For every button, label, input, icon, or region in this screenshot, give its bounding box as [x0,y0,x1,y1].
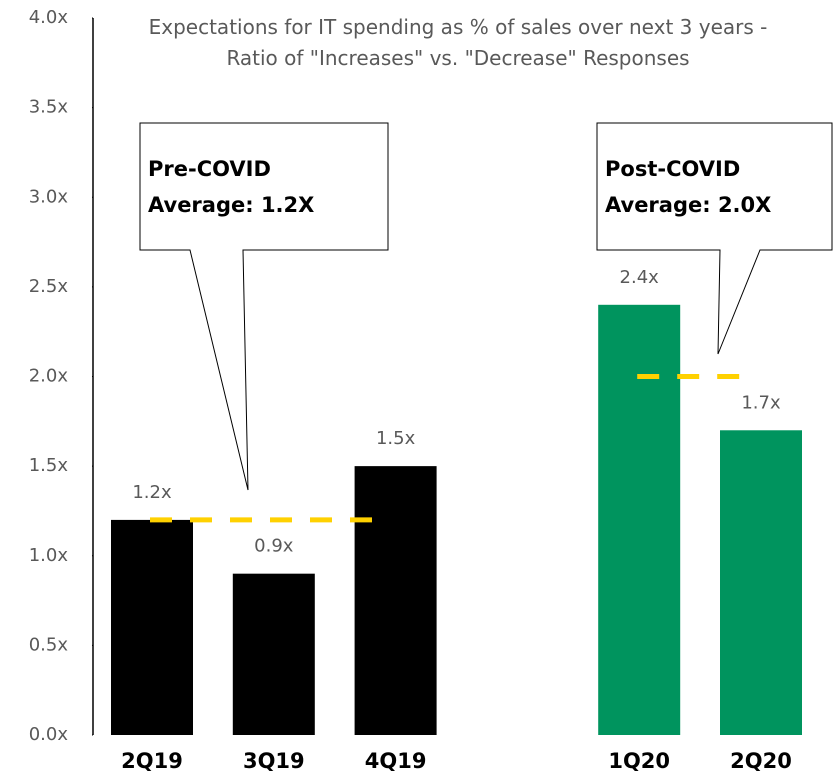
chart-title: Expectations for IT spending as % of sal… [148,15,768,70]
y-tick-label: 3.5x [29,97,69,118]
y-tick-label: 0.5x [29,634,69,655]
value-label: 1.5x [376,428,416,449]
y-tick-label: 1.5x [29,455,69,476]
y-tick-label: 1.0x [29,545,69,566]
value-label: 2.4x [620,267,660,288]
bar [598,304,681,735]
y-tick-label: 3.0x [29,186,69,207]
x-tick-label: 3Q19 [243,749,305,773]
value-label: 1.2x [132,482,172,503]
callout-text: Pre-COVID [148,157,271,181]
x-tick-label: 2Q19 [121,749,183,773]
callout [596,122,833,355]
title-box: Expectations for IT spending as % of sal… [148,15,768,70]
bar [354,466,437,735]
y-tick-label: 4.0x [29,7,69,28]
bar [111,519,193,735]
callout-text: Average: 2.0X [605,193,771,217]
y-tick-label: 2.5x [29,276,69,297]
y-tick-label: 0.0x [29,724,69,745]
callout-text: Post-COVID [605,157,740,181]
x-tick-label: 2Q20 [730,749,792,773]
y-tick-label: 2.0x [29,366,69,387]
x-tick-label: 4Q19 [365,749,427,773]
value-label: 1.7x [741,392,781,413]
x-tick-label: 1Q20 [608,749,670,773]
value-label: 0.9x [254,536,294,557]
callout [139,122,389,491]
callout-text: Average: 1.2X [148,193,314,217]
bar [720,430,802,735]
bar [232,573,315,735]
